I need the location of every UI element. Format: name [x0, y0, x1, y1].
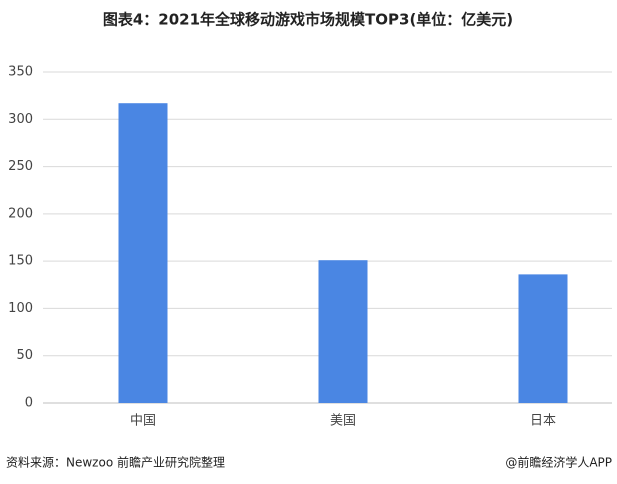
- y-tick-label: 100: [8, 301, 33, 316]
- bar: [518, 274, 568, 403]
- chart-title: 图表4：2021年全球移动游戏市场规模TOP3(单位：亿美元): [103, 11, 513, 29]
- x-tick-label: 中国: [130, 414, 156, 429]
- y-tick-label: 250: [8, 159, 33, 174]
- x-tick-label: 日本: [530, 414, 556, 429]
- credit: @前瞻经济学人APP: [505, 455, 612, 470]
- y-tick-label: 300: [8, 112, 33, 127]
- x-tick-label: 美国: [330, 414, 356, 429]
- y-tick-label: 150: [8, 254, 33, 269]
- bar: [318, 260, 368, 403]
- y-tick-label: 50: [16, 348, 33, 363]
- y-tick-label: 0: [25, 396, 33, 411]
- y-tick-label: 350: [8, 65, 33, 80]
- y-tick-label: 200: [8, 206, 33, 221]
- bar: [118, 103, 168, 404]
- source-note: 资料来源：Newzoo 前瞻产业研究院整理: [6, 455, 225, 470]
